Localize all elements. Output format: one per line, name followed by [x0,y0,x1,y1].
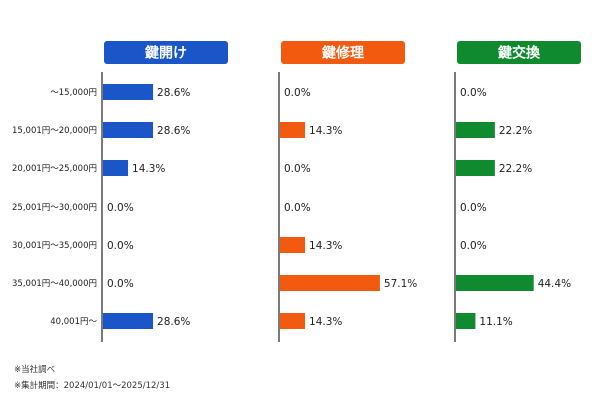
bar [456,160,495,176]
data-label: 28.6% [157,316,190,328]
panel-title-pill [457,41,581,64]
data-label: 14.3% [132,163,165,175]
bar [280,237,306,253]
data-label: 11.1% [479,316,512,328]
category-label: 20,001円～25,000円 [12,164,97,174]
data-label: 14.3% [309,240,342,252]
panel-title: 鍵開け [145,45,187,62]
data-label: 0.0% [460,240,487,252]
panel-title-pill [104,41,228,64]
bar [103,160,129,176]
bar [456,122,495,138]
bar [103,313,154,329]
panel-title: 鍵交換 [498,45,541,62]
data-label: 22.2% [499,163,532,175]
category-label: 40,001円～ [50,317,97,327]
data-label: 44.4% [538,278,571,290]
category-label: 25,001円～30,000円 [12,203,97,213]
bar [280,275,380,291]
data-label: 0.0% [107,202,134,214]
bar [103,84,154,100]
category-label: 15,001円～20,000円 [12,126,97,136]
bar [103,122,154,138]
data-label: 0.0% [107,240,134,252]
bar [280,313,306,329]
category-label: 30,001円～35,000円 [12,241,97,251]
panel-title-pill [281,41,405,64]
footnote-source: ※当社調べ [14,365,56,375]
data-label: 57.1% [384,278,417,290]
data-label: 0.0% [460,202,487,214]
data-label: 14.3% [309,125,342,137]
bar [456,313,476,329]
category-label: ～15,000円 [50,88,97,98]
data-label: 0.0% [284,202,311,214]
data-label: 22.2% [499,125,532,137]
data-label: 0.0% [284,163,311,175]
bar [456,275,534,291]
data-label: 0.0% [284,87,311,99]
bar [280,122,306,138]
data-label: 0.0% [460,87,487,99]
footnote-period: ※集計期間：2024/01/01～2025/12/31 [14,381,171,391]
data-label: 14.3% [309,316,342,328]
data-label: 28.6% [157,87,190,99]
data-label: 28.6% [157,125,190,137]
data-label: 0.0% [107,278,134,290]
panel-title: 鍵修理 [322,45,364,62]
category-label: 35,001円～40,000円 [12,279,97,289]
